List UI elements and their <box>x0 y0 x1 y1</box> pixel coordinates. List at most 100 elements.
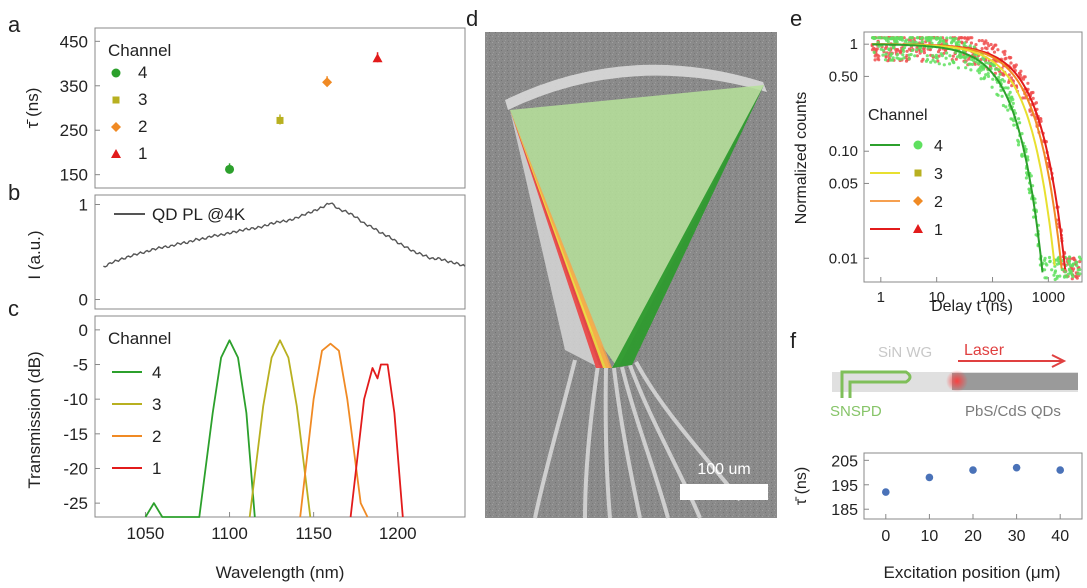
chart-e-scatter-point <box>939 36 943 40</box>
fan-green-dark <box>612 85 764 368</box>
chart-e-scatter-point <box>1021 77 1026 81</box>
chart-e-scatter-point <box>890 58 895 62</box>
laser-spot <box>946 370 968 392</box>
chart-e-scatter-point <box>971 58 976 63</box>
chart-e-scatter-point <box>980 47 984 51</box>
scale-bar <box>680 484 768 500</box>
chart-e-scatter-point <box>1071 275 1075 279</box>
chart-e-scatter-point <box>977 71 982 75</box>
chart-e-scatter-point <box>873 47 877 51</box>
chart-e-scatter-point <box>945 51 949 55</box>
snspd-wire <box>840 370 912 398</box>
chart-c-ytick-label: -5 <box>73 356 88 375</box>
chart-e-scatter-point <box>895 36 899 40</box>
chart-a-point <box>276 116 284 124</box>
chart-a: τ̄ (ns) Channel 150 250 350 450 4 3 2 1 <box>23 27 466 189</box>
chart-e-scatter-point <box>890 36 894 40</box>
chart-e-scatter-point <box>1007 80 1011 84</box>
chart-e-scatter-point <box>1047 255 1052 260</box>
chart-e-scatter-point <box>970 62 975 66</box>
chart-e-scatter-point <box>998 72 1002 76</box>
laser-label: Laser <box>964 342 1005 359</box>
chart-e-scatter-point <box>1006 108 1010 112</box>
chart-e-xtick-label: 1000 <box>1032 289 1065 306</box>
chart-e-scatter-point <box>1024 176 1028 180</box>
chart-e-ytick-label: 0.05 <box>829 175 858 192</box>
chart-e-scatter-point <box>1003 49 1007 54</box>
chart-e-scatter-point <box>901 53 905 57</box>
chart-e-scatter-point <box>1045 263 1049 267</box>
chart-e-scatter-point <box>979 58 983 62</box>
chart-e-scatter-point <box>1067 255 1072 259</box>
chart-e-scatter-point <box>999 78 1003 83</box>
chart-e-scatter-point <box>954 41 958 45</box>
chart-e-scatter-point <box>1016 143 1021 147</box>
chart-e-scatter-point <box>1070 264 1075 268</box>
chart-e-scatter-point <box>955 55 960 59</box>
chart-e-scatter-point <box>934 55 938 60</box>
chart-e-scatter-point <box>1007 55 1011 59</box>
chart-e-scatter-point <box>1066 272 1070 276</box>
panel-letter-d: d <box>466 6 478 31</box>
chart-f-ytick-label: 195 <box>831 478 858 495</box>
chart-e-scatter-point <box>963 60 967 64</box>
chart-e-scatter-point <box>994 43 998 47</box>
chart-a-ytick-label: 450 <box>60 32 88 51</box>
chart-e-scatter-point <box>986 72 990 76</box>
chart-e-scatter-point <box>984 39 988 43</box>
chart-e-scatter-point <box>931 54 935 58</box>
chart-e-scatter-point <box>949 41 954 45</box>
chart-e-scatter-point <box>1004 86 1008 90</box>
chart-e-scatter-point <box>925 58 930 62</box>
chart-c-series-4 <box>144 339 256 518</box>
panel-letter-c: c <box>8 296 19 321</box>
chart-c-ylabel: Transmission (dB) <box>25 351 44 488</box>
chart-e-scatter-point <box>930 41 934 45</box>
chart-c-legend-label: 3 <box>152 395 161 414</box>
chart-e-fit-2 <box>872 43 1063 269</box>
chart-f-point <box>1012 463 1021 472</box>
chart-e-scatter-point <box>951 59 955 63</box>
chart-e-scatter-point <box>884 55 888 59</box>
chart-e-scatter-point <box>997 75 1001 79</box>
chart-e-scatter-point <box>1004 105 1008 109</box>
chart-c-series-2 <box>299 342 369 518</box>
chart-e-scatter-point <box>925 54 929 58</box>
chart-e-frame <box>863 31 1083 283</box>
chart-e-scatter-point <box>954 36 958 41</box>
chart-e-scatter-point <box>959 36 963 40</box>
chart-e-scatter-point <box>974 43 978 47</box>
chart-e-scatter-point <box>902 49 906 54</box>
scale-bar-label: 100 um <box>697 461 750 478</box>
chart-f-point <box>1056 466 1064 474</box>
chart-a-legend-marker <box>111 149 121 158</box>
chart-e-scatter-point <box>987 44 991 48</box>
chart-a-legend-label: 2 <box>138 117 147 136</box>
chart-e-scatter-point <box>1078 260 1082 264</box>
chart-e-scatter-point <box>899 57 903 61</box>
chart-e-scatter-point <box>1004 56 1008 61</box>
chart-a-legend-label: 3 <box>138 90 147 109</box>
chart-e-scatter-point <box>884 52 888 56</box>
chart-e-scatter-point <box>986 41 990 46</box>
chart-e-scatter-point <box>1012 123 1016 127</box>
chart-e-scatter-point <box>963 56 967 60</box>
chart-e-fit-3 <box>872 43 1056 266</box>
chart-e-scatter-point <box>919 49 924 53</box>
chart-e-scatter-point <box>991 77 995 81</box>
chart-e-scatter-point <box>937 54 941 58</box>
chart-e-scatter-point <box>1026 155 1030 159</box>
chart-f-xtick-label: 20 <box>964 528 982 545</box>
chart-e-scatter-point <box>977 39 981 43</box>
qd-label: PbS/CdS QDs <box>965 403 1061 420</box>
chart-e-scatter-point <box>920 59 924 63</box>
chart-c-xtick-label: 1100 <box>211 524 248 543</box>
chart-e-scatter-point <box>899 50 903 54</box>
chart-f-point <box>969 466 977 474</box>
chart-a-legend-marker <box>112 96 120 104</box>
chart-e-scatter-point <box>884 45 889 49</box>
chart-e-scatter-point <box>1012 119 1016 123</box>
chart-e-legend-label: 4 <box>934 138 943 155</box>
sem-image-d: 100 um <box>485 32 777 519</box>
chart-e-scatter-point <box>963 41 967 45</box>
